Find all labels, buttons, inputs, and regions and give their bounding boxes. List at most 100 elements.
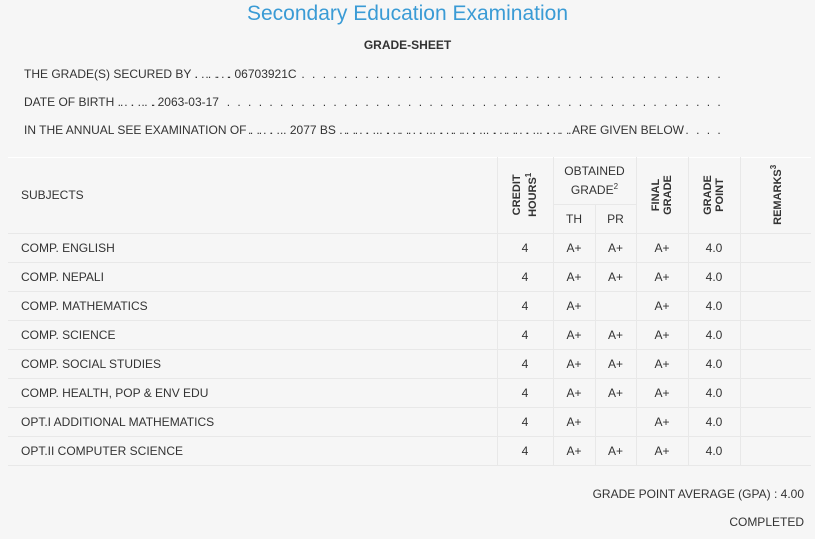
- dot-gap: . . . . . .: [194, 67, 235, 81]
- status: COMPLETED: [729, 515, 804, 529]
- grade-value: A+: [654, 414, 670, 429]
- info-label: IN THE ANNUAL SEE EXAMINATION OF: [24, 123, 247, 137]
- table-cell: [595, 407, 636, 436]
- grade-value: 4: [521, 385, 529, 400]
- grade-value: 4: [521, 327, 529, 342]
- header-note: 2: [613, 182, 619, 191]
- table-cell: A+: [553, 349, 595, 378]
- table-cell: 4: [497, 349, 553, 378]
- subject-name: OPT.II COMPUTER SCIENCE: [21, 443, 184, 458]
- table-cell: COMP. HEALTH, POP & ENV EDU: [8, 378, 497, 407]
- grade-value: A+: [566, 240, 582, 255]
- grade-value: A+: [566, 356, 582, 371]
- subject-name: COMP. SCIENCE: [21, 327, 116, 342]
- table-cell: 4: [497, 291, 553, 320]
- grade-value: A+: [566, 443, 582, 458]
- info-suffix: ARE GIVEN BELOW: [571, 123, 684, 137]
- header-text: CREDIT HOURS1: [511, 167, 539, 223]
- grade-value: 4: [521, 269, 529, 284]
- header-note: 3: [768, 164, 778, 170]
- table-cell: 4.0: [688, 378, 740, 407]
- table-cell: COMP. MATHEMATICS: [8, 291, 497, 320]
- grade-value: A+: [607, 240, 623, 255]
- col-line: [636, 157, 637, 465]
- table-cell: A+: [553, 407, 595, 436]
- row-line: [8, 465, 811, 466]
- table-cell: 4: [497, 262, 553, 291]
- grade-value: A+: [566, 414, 582, 429]
- header-th-cell: TH: [553, 204, 595, 233]
- header-label: OBTAINED GRADE: [564, 164, 625, 197]
- header-credit_hours: CREDIT HOURS1: [497, 157, 553, 233]
- table-cell: COMP. ENGLISH: [8, 233, 497, 262]
- gpa-value: 4.00: [780, 487, 804, 501]
- header-final_grade: FINAL GRADE: [636, 157, 688, 233]
- grade-value: A+: [654, 356, 670, 371]
- table-cell: A+: [553, 436, 595, 465]
- grade-value: A+: [654, 385, 670, 400]
- dot-gap: . . . . . . . . . . . . . . . . . . . . …: [335, 123, 572, 137]
- grade-value: A+: [607, 443, 623, 458]
- table-cell: 4: [497, 233, 553, 262]
- info-value: 2063-03-17: [157, 95, 219, 109]
- grade-value: A+: [654, 240, 670, 255]
- info-line: . . . . . . . . . . . . . . . . . . . . …: [24, 67, 724, 82]
- table-cell: 4.0: [688, 436, 740, 465]
- grade-value: A+: [607, 327, 623, 342]
- row-line: [8, 407, 811, 408]
- table-cell: A+: [636, 349, 688, 378]
- table-cell: 4.0: [688, 320, 740, 349]
- row-line: [8, 320, 811, 321]
- table-cell: COMP. NEPALI: [8, 262, 497, 291]
- gpa-label: GRADE POINT AVERAGE (GPA) :: [592, 487, 778, 501]
- grade-value: A+: [654, 269, 670, 284]
- table-cell: OPT.I ADDITIONAL MATHEMATICS: [8, 407, 497, 436]
- grade-value: A+: [566, 385, 582, 400]
- grade-value: 4.0: [705, 443, 723, 458]
- table-cell: COMP. SOCIAL STUDIES: [8, 349, 497, 378]
- header-label: REMARKS: [771, 169, 784, 226]
- grade-value: 4.0: [705, 356, 723, 371]
- table-cell: A+: [553, 320, 595, 349]
- grade-value: 4: [521, 443, 529, 458]
- table-cell: A+: [595, 436, 636, 465]
- grade-value: 4.0: [705, 298, 723, 313]
- table-border: [8, 157, 811, 158]
- table-cell: A+: [636, 233, 688, 262]
- subject-name: COMP. MATHEMATICS: [21, 298, 148, 313]
- header-text: REMARKS3: [768, 160, 784, 230]
- grade-value: 4: [521, 298, 529, 313]
- grade-value: 4: [521, 414, 529, 429]
- subject-name: COMP. SOCIAL STUDIES: [21, 356, 162, 371]
- header-text: FINAL GRADE: [650, 169, 674, 221]
- header-text: GRADE POINT: [702, 169, 726, 221]
- table-cell: 4.0: [688, 407, 740, 436]
- grade-value: 4.0: [705, 269, 723, 284]
- table-border: [553, 204, 636, 205]
- title: Secondary Education Examination: [246, 2, 569, 25]
- table-cell: A+: [636, 436, 688, 465]
- dot-gap: . . . . . .: [117, 95, 158, 109]
- info-label: DATE OF BIRTH: [24, 95, 115, 109]
- subject-name: COMP. HEALTH, POP & ENV EDU: [21, 385, 209, 400]
- grade-value: 4.0: [705, 385, 723, 400]
- table-cell: A+: [595, 349, 636, 378]
- table-cell: COMP. SCIENCE: [8, 320, 497, 349]
- table-cell: 4: [497, 436, 553, 465]
- row-line: [8, 291, 811, 292]
- table-cell: 4.0: [688, 233, 740, 262]
- gpa: GRADE POINT AVERAGE (GPA) : 4.00: [593, 487, 804, 501]
- info-value: 06703921C: [234, 67, 297, 81]
- subject-name: COMP. NEPALI: [21, 269, 104, 284]
- header-remarks: REMARKS3: [740, 157, 811, 233]
- grade-value: A+: [654, 327, 670, 342]
- grade-value: A+: [654, 443, 670, 458]
- row-line: [8, 378, 811, 379]
- table-cell: A+: [636, 262, 688, 291]
- table-cell: 4: [497, 320, 553, 349]
- header-label: CREDIT HOURS: [511, 174, 539, 218]
- header-text: SUBJECTS: [21, 188, 84, 202]
- info-value: 2077 BS: [289, 123, 336, 137]
- grade-value: 4.0: [705, 240, 723, 255]
